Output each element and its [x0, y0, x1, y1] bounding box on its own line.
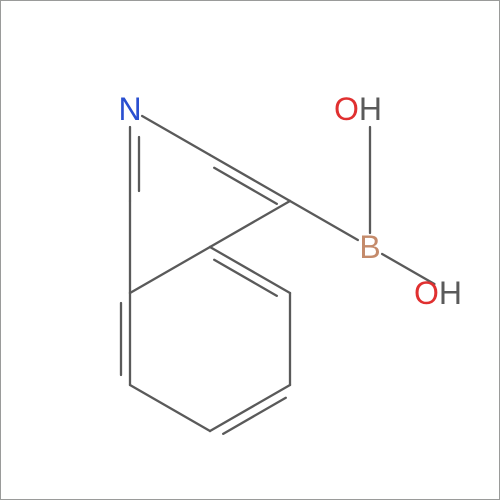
- bond: [290, 201, 358, 240]
- canvas-border: [1, 1, 500, 500]
- bond: [130, 385, 210, 431]
- bond: [210, 201, 290, 247]
- bonds-layer: [121, 116, 434, 434]
- bond: [130, 247, 210, 293]
- bond: [210, 155, 290, 201]
- bond: [214, 260, 277, 296]
- atom-o-label: OH: [334, 91, 382, 127]
- atom-o-label: OH: [414, 275, 462, 311]
- atom-n-label: N: [118, 91, 141, 127]
- bond: [223, 398, 286, 434]
- bond: [210, 247, 290, 293]
- bond: [214, 168, 277, 204]
- bond: [142, 116, 210, 155]
- molecule-canvas: N B OH OH: [0, 0, 500, 500]
- bond: [210, 385, 290, 431]
- atom-b-label: B: [359, 229, 380, 265]
